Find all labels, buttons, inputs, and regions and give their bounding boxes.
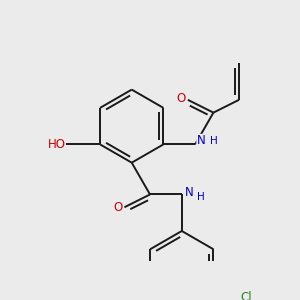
Text: N: N — [197, 134, 206, 147]
Text: O: O — [113, 201, 123, 214]
Text: H: H — [210, 136, 218, 146]
Text: N: N — [184, 186, 193, 199]
Text: H: H — [197, 192, 205, 202]
Text: O: O — [176, 92, 185, 106]
Text: HO: HO — [47, 138, 65, 151]
Text: Cl: Cl — [241, 291, 252, 300]
